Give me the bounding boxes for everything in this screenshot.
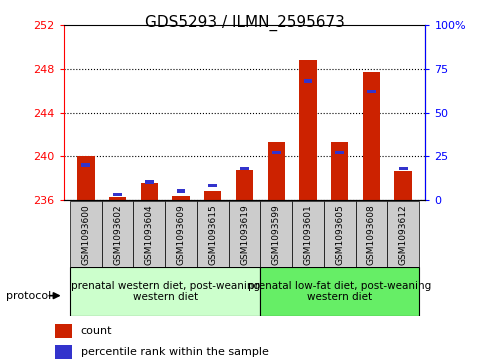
Bar [394, 171, 411, 200]
Bar [260, 267, 418, 316]
Bar [55, 345, 72, 359]
Bar [140, 183, 158, 200]
Text: GSM1093608: GSM1093608 [366, 205, 375, 265]
Bar [144, 180, 153, 184]
Text: GSM1093600: GSM1093600 [81, 205, 90, 265]
Bar [113, 193, 122, 196]
Bar [291, 201, 323, 267]
Bar [335, 151, 344, 154]
Bar [355, 201, 386, 267]
Bar [108, 197, 126, 200]
Bar [172, 196, 189, 200]
Bar [330, 142, 348, 200]
Bar [366, 90, 375, 93]
Bar [260, 201, 291, 267]
Bar [102, 201, 133, 267]
Text: protocol: protocol [6, 291, 51, 301]
Bar [362, 72, 380, 200]
Text: GSM1093615: GSM1093615 [208, 205, 217, 265]
Text: GSM1093604: GSM1093604 [144, 205, 153, 265]
Bar [267, 142, 285, 200]
Text: GDS5293 / ILMN_2595673: GDS5293 / ILMN_2595673 [144, 15, 344, 31]
Bar [133, 201, 165, 267]
Text: prenatal low-fat diet, post-weaning
western diet: prenatal low-fat diet, post-weaning west… [247, 281, 430, 302]
Text: count: count [81, 326, 112, 336]
Bar [386, 201, 418, 267]
Bar [271, 151, 280, 154]
Bar [176, 189, 185, 193]
Bar [303, 79, 312, 83]
Text: GSM1093602: GSM1093602 [113, 205, 122, 265]
Text: GSM1093605: GSM1093605 [335, 205, 344, 265]
Bar [240, 167, 248, 170]
Bar [398, 167, 407, 170]
Bar [165, 201, 197, 267]
Bar [299, 60, 316, 200]
Bar [197, 201, 228, 267]
Bar [208, 184, 217, 187]
Bar [55, 324, 72, 338]
Text: GSM1093619: GSM1093619 [240, 205, 248, 265]
Text: GSM1093612: GSM1093612 [398, 205, 407, 265]
Text: GSM1093599: GSM1093599 [271, 205, 280, 265]
Bar [70, 267, 260, 316]
Bar [77, 156, 94, 200]
Bar [228, 201, 260, 267]
Bar [235, 170, 253, 200]
Text: prenatal western diet, post-weaning
western diet: prenatal western diet, post-weaning west… [70, 281, 259, 302]
Bar [203, 191, 221, 200]
Text: percentile rank within the sample: percentile rank within the sample [81, 347, 268, 357]
Bar [323, 201, 355, 267]
Text: GSM1093609: GSM1093609 [176, 205, 185, 265]
Text: GSM1093601: GSM1093601 [303, 205, 312, 265]
Bar [70, 201, 102, 267]
Bar [81, 163, 90, 167]
